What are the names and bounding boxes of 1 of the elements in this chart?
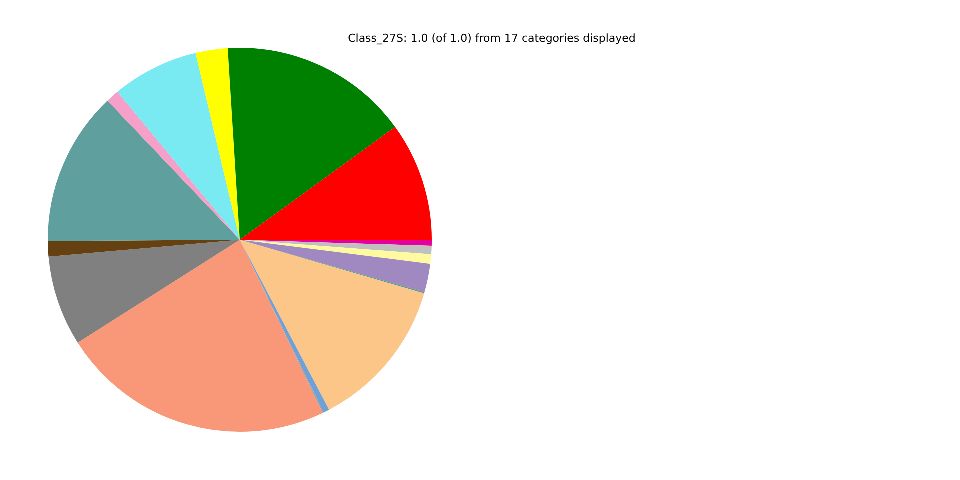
text: Class_27S: 1.0 (of 1.0) from 17 categories displayed (348, 32, 636, 45)
